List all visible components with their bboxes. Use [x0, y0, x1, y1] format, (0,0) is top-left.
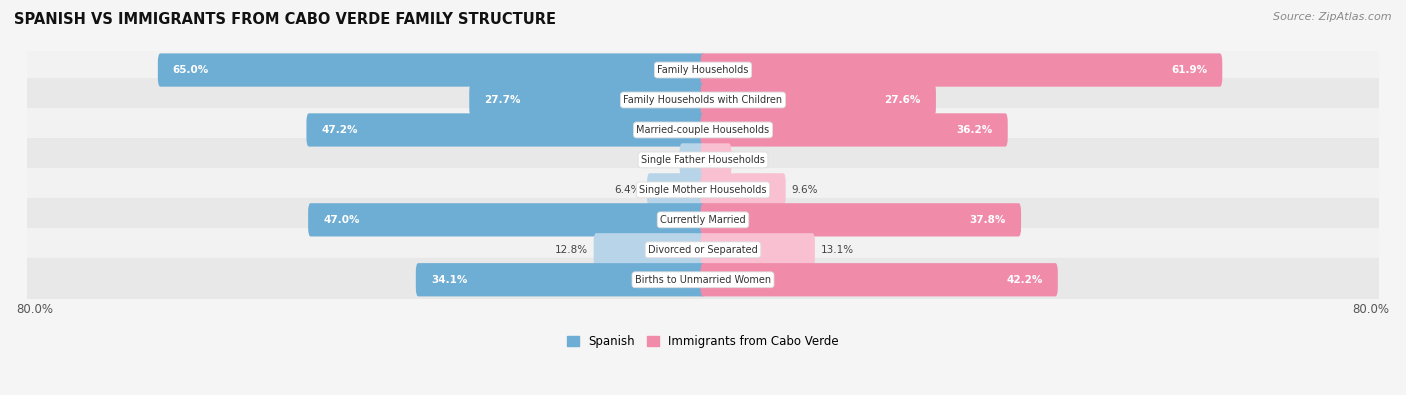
- FancyBboxPatch shape: [679, 143, 706, 177]
- Text: 47.2%: 47.2%: [322, 125, 359, 135]
- Text: Divorced or Separated: Divorced or Separated: [648, 245, 758, 255]
- Text: 13.1%: 13.1%: [821, 245, 853, 255]
- Text: 12.8%: 12.8%: [554, 245, 588, 255]
- Text: Family Households: Family Households: [658, 65, 748, 75]
- Text: 65.0%: 65.0%: [173, 65, 209, 75]
- Text: 34.1%: 34.1%: [430, 275, 467, 285]
- Text: SPANISH VS IMMIGRANTS FROM CABO VERDE FAMILY STRUCTURE: SPANISH VS IMMIGRANTS FROM CABO VERDE FA…: [14, 12, 555, 27]
- FancyBboxPatch shape: [700, 233, 815, 267]
- FancyBboxPatch shape: [700, 263, 1057, 296]
- FancyBboxPatch shape: [24, 108, 1382, 152]
- Text: 6.4%: 6.4%: [614, 185, 641, 195]
- Text: 3.1%: 3.1%: [737, 155, 763, 165]
- FancyBboxPatch shape: [308, 203, 706, 237]
- Text: Single Father Households: Single Father Households: [641, 155, 765, 165]
- FancyBboxPatch shape: [470, 83, 706, 117]
- FancyBboxPatch shape: [157, 53, 706, 87]
- FancyBboxPatch shape: [700, 53, 1222, 87]
- FancyBboxPatch shape: [700, 173, 786, 207]
- FancyBboxPatch shape: [593, 233, 706, 267]
- FancyBboxPatch shape: [647, 173, 706, 207]
- Text: 37.8%: 37.8%: [970, 215, 1007, 225]
- Text: 61.9%: 61.9%: [1171, 65, 1208, 75]
- FancyBboxPatch shape: [700, 113, 1008, 147]
- Text: 2.5%: 2.5%: [647, 155, 673, 165]
- FancyBboxPatch shape: [24, 198, 1382, 242]
- FancyBboxPatch shape: [700, 83, 936, 117]
- Text: Married-couple Households: Married-couple Households: [637, 125, 769, 135]
- FancyBboxPatch shape: [24, 228, 1382, 272]
- Text: 27.7%: 27.7%: [484, 95, 520, 105]
- Text: Family Households with Children: Family Households with Children: [623, 95, 783, 105]
- Text: Currently Married: Currently Married: [661, 215, 745, 225]
- Text: 27.6%: 27.6%: [884, 95, 921, 105]
- Text: Source: ZipAtlas.com: Source: ZipAtlas.com: [1274, 12, 1392, 22]
- Text: 42.2%: 42.2%: [1007, 275, 1043, 285]
- FancyBboxPatch shape: [24, 48, 1382, 92]
- Text: 36.2%: 36.2%: [956, 125, 993, 135]
- Text: 47.0%: 47.0%: [323, 215, 360, 225]
- FancyBboxPatch shape: [700, 203, 1021, 237]
- FancyBboxPatch shape: [24, 138, 1382, 182]
- FancyBboxPatch shape: [24, 258, 1382, 302]
- FancyBboxPatch shape: [307, 113, 706, 147]
- FancyBboxPatch shape: [24, 78, 1382, 122]
- FancyBboxPatch shape: [416, 263, 706, 296]
- Legend: Spanish, Immigrants from Cabo Verde: Spanish, Immigrants from Cabo Verde: [567, 335, 839, 348]
- FancyBboxPatch shape: [700, 143, 731, 177]
- Text: Single Mother Households: Single Mother Households: [640, 185, 766, 195]
- Text: Births to Unmarried Women: Births to Unmarried Women: [636, 275, 770, 285]
- FancyBboxPatch shape: [24, 168, 1382, 212]
- Text: 9.6%: 9.6%: [792, 185, 818, 195]
